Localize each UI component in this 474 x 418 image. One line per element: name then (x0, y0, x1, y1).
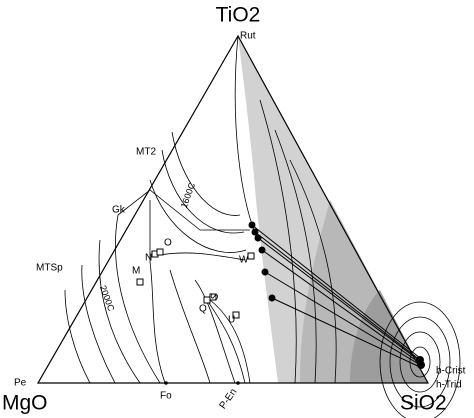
phase-label: Gk (112, 205, 126, 216)
phase-label: MT2 (136, 147, 156, 158)
isotherm-label: 2000C (98, 284, 117, 313)
phase-label: P-En (218, 387, 240, 412)
vertex-label: MgO (2, 392, 48, 415)
pen-point (236, 381, 240, 385)
phase-label: Pe (14, 378, 27, 389)
phase-label: Rut (240, 31, 256, 42)
fo-point (164, 381, 168, 385)
phase-label: Fo (160, 391, 172, 402)
point-label: W (239, 255, 249, 266)
vertex-label: TiO2 (216, 4, 261, 27)
squares (136, 248, 255, 319)
point-label: O (164, 238, 172, 249)
point-label: N (145, 253, 152, 264)
triangle (36, 34, 430, 384)
point-label: U (228, 315, 235, 326)
contours (64, 35, 461, 418)
vertex-label: SiO2 (400, 392, 447, 415)
point-label: Q (199, 304, 207, 315)
point-label: M (132, 266, 140, 277)
point-label: S (209, 292, 222, 302)
phase-label: MTSp (36, 263, 63, 274)
isotherm-label: 1600C (179, 181, 198, 210)
phase-label: h-Trid (436, 380, 462, 391)
tie-lines (251, 224, 423, 369)
phase-label: b-Crist (436, 366, 466, 377)
